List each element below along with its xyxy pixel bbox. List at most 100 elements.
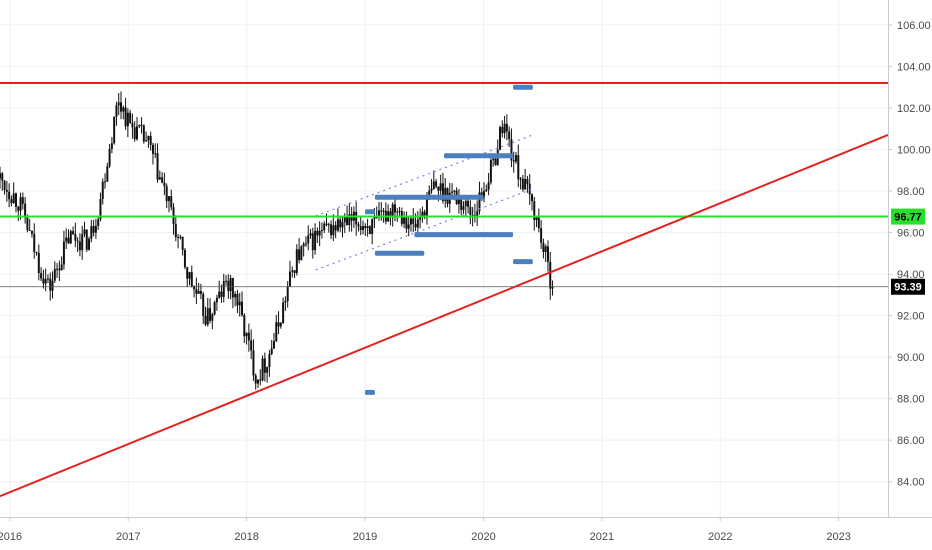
candle — [74, 222, 77, 248]
x-tick-label: 2020 — [471, 531, 495, 543]
candle — [257, 379, 260, 388]
candle — [391, 202, 394, 227]
candle — [218, 280, 221, 299]
candle — [147, 135, 150, 148]
candle — [231, 277, 234, 309]
volume-profile-bar-4 — [414, 232, 514, 238]
candle — [3, 180, 6, 195]
candle — [537, 208, 540, 233]
candle — [188, 271, 191, 286]
candle — [510, 128, 513, 168]
candle — [154, 143, 157, 159]
candle — [396, 208, 399, 222]
candle — [245, 332, 248, 345]
candle — [476, 200, 479, 226]
candle — [508, 126, 511, 147]
y-tick-label: 106.00 — [897, 20, 931, 32]
volume-profile-bar-5 — [374, 250, 425, 256]
candle — [421, 206, 424, 223]
candle — [167, 196, 170, 213]
candle — [60, 256, 63, 271]
candle — [81, 225, 84, 260]
candle — [314, 223, 317, 255]
candle — [355, 202, 358, 236]
candle — [241, 291, 244, 317]
candle — [302, 241, 305, 257]
candle — [549, 252, 552, 300]
candle — [69, 229, 72, 245]
candle — [33, 223, 36, 259]
candle — [528, 173, 531, 205]
x-tick-label: 2017 — [116, 531, 140, 543]
candle — [279, 321, 282, 329]
y-tick-label: 102.00 — [897, 103, 931, 115]
candle — [225, 275, 228, 286]
candle — [186, 266, 189, 288]
y-tick-label: 100.00 — [897, 144, 931, 156]
candle — [519, 177, 522, 190]
candle — [533, 196, 536, 231]
candle — [58, 260, 61, 281]
candle — [530, 193, 533, 211]
y-tick-label: 94.00 — [897, 269, 925, 281]
candle — [40, 267, 43, 282]
candle — [286, 281, 289, 308]
candle — [540, 220, 543, 249]
y-tick-label: 86.00 — [897, 435, 925, 447]
trend-line[interactable] — [0, 134, 889, 498]
candle — [8, 183, 11, 208]
candle — [332, 214, 335, 242]
candle — [129, 109, 132, 124]
candle — [17, 205, 20, 222]
candle — [97, 217, 100, 230]
candle — [126, 108, 129, 138]
candle — [51, 271, 54, 299]
candle — [209, 298, 212, 324]
y-tick-label: 84.00 — [897, 477, 925, 489]
candle — [435, 179, 438, 189]
candle — [37, 244, 40, 281]
candle — [542, 238, 545, 259]
candle — [412, 208, 415, 232]
candle — [551, 280, 554, 296]
candle — [131, 113, 134, 139]
candle — [163, 172, 166, 196]
candle — [145, 131, 148, 142]
candle — [133, 121, 136, 142]
candle — [220, 284, 223, 303]
candle — [371, 218, 374, 245]
candle — [53, 261, 56, 283]
candle — [467, 197, 470, 214]
candle — [243, 313, 246, 344]
candle — [405, 211, 408, 233]
candle — [291, 266, 294, 278]
candle — [464, 196, 467, 217]
candle — [277, 311, 280, 335]
candle — [336, 208, 339, 233]
candle — [24, 197, 27, 224]
candle — [282, 297, 285, 324]
candle — [298, 237, 301, 264]
price-badge-label: 93.39 — [894, 282, 922, 294]
candle — [197, 282, 200, 294]
candle — [501, 120, 504, 138]
candle — [341, 215, 344, 238]
candle — [135, 117, 138, 141]
candle — [108, 144, 111, 168]
candle — [30, 230, 33, 238]
candle — [113, 116, 116, 145]
candle — [266, 366, 269, 383]
candle — [419, 208, 422, 229]
candle — [359, 215, 362, 236]
candle — [327, 222, 330, 233]
candle — [120, 91, 123, 120]
candle — [462, 201, 465, 214]
candle — [380, 202, 383, 221]
candle — [156, 143, 159, 183]
candle — [316, 227, 319, 243]
candle — [85, 229, 88, 252]
candle — [83, 221, 86, 238]
candle — [357, 222, 360, 232]
